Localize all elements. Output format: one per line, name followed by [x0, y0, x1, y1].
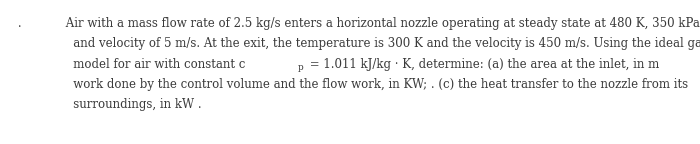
Text: and velocity of 5 m/s. At the exit, the temperature is 300 K and the velocity is: and velocity of 5 m/s. At the exit, the … — [62, 37, 700, 50]
Text: = 1.011 kJ/kg · K, determine: (a) the area at the inlet, in m: = 1.011 kJ/kg · K, determine: (a) the ar… — [306, 58, 659, 71]
Text: work done by the control volume and the flow work, in KW; . (c) the heat transfe: work done by the control volume and the … — [62, 78, 687, 91]
Text: Air with a mass flow rate of 2.5 kg/s enters a horizontal nozzle operating at st: Air with a mass flow rate of 2.5 kg/s en… — [62, 17, 700, 30]
Text: model for air with constant c: model for air with constant c — [62, 58, 245, 71]
Text: surroundings, in kW .: surroundings, in kW . — [62, 98, 201, 111]
Text: .: . — [14, 17, 22, 30]
Text: p: p — [298, 63, 304, 72]
